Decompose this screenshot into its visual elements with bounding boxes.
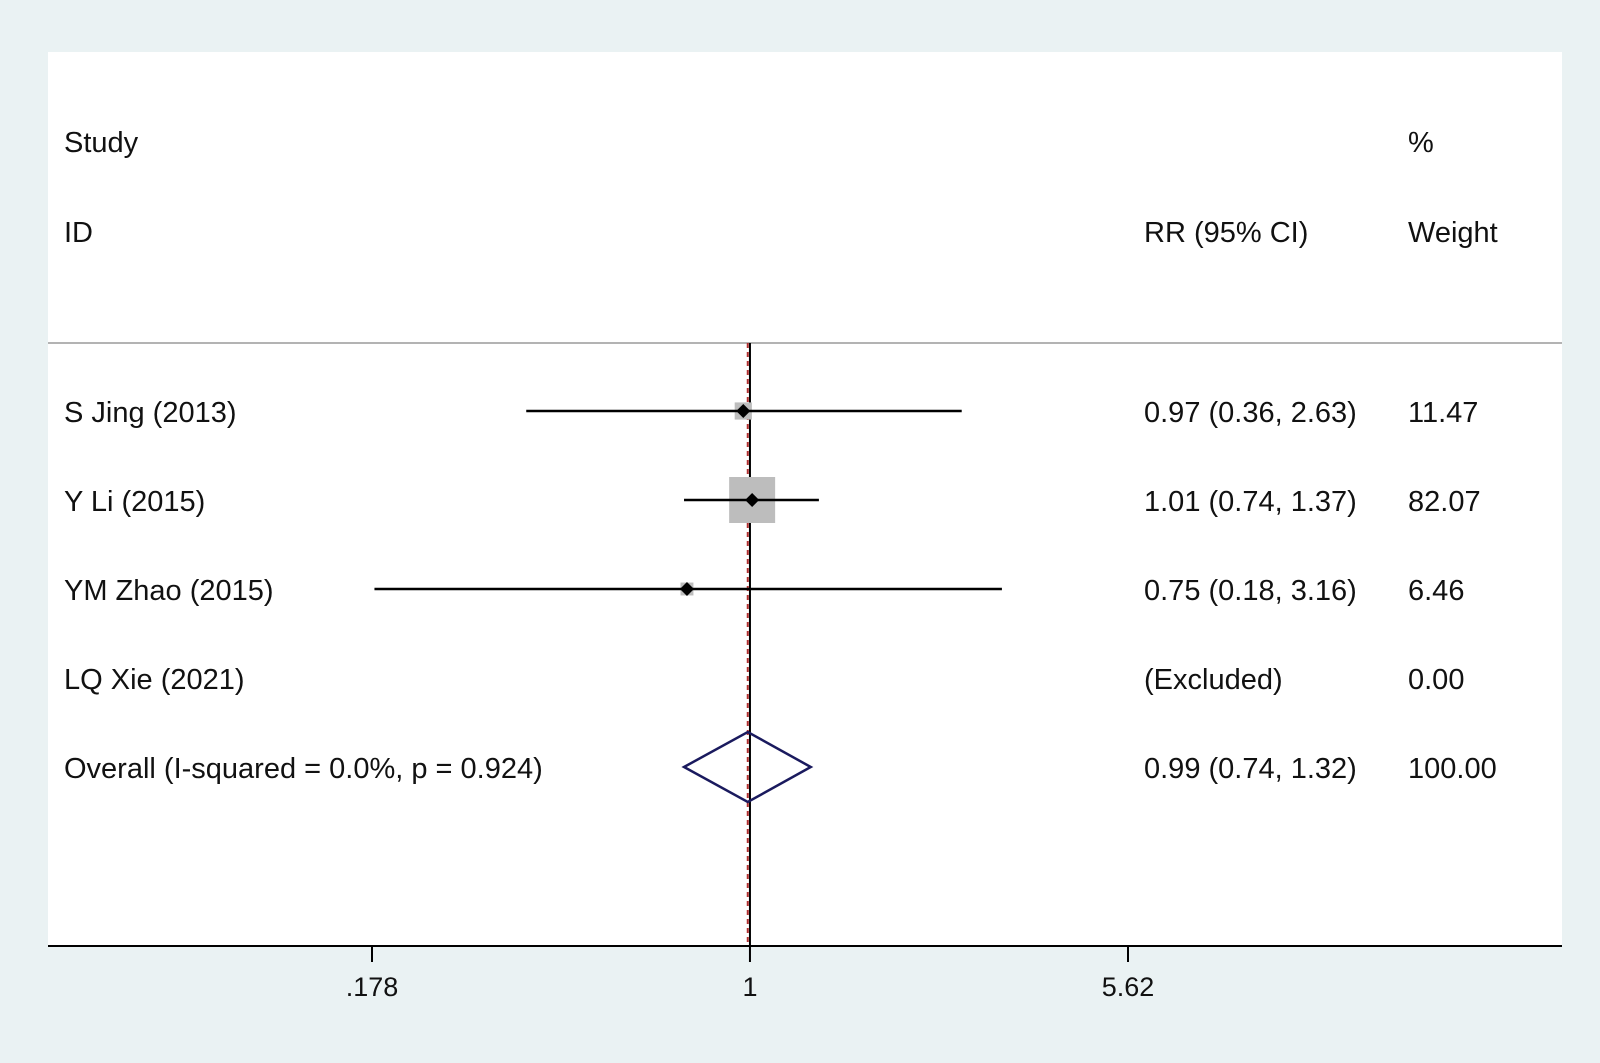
study-ci-text: 0.75 (0.18, 3.16) <box>1144 575 1357 607</box>
study-weight: 82.07 <box>1408 486 1481 518</box>
header-effect: RR (95% CI) <box>1144 217 1308 249</box>
overall-diamond <box>681 730 814 804</box>
study-label: S Jing (2013) <box>64 397 237 429</box>
overall-weight: 100.00 <box>1408 753 1497 785</box>
study-label: YM Zhao (2015) <box>64 575 274 607</box>
x-tick-label: 5.62 <box>1102 972 1155 1002</box>
x-tick-label: .178 <box>346 972 399 1002</box>
study-weight: 6.46 <box>1408 575 1464 607</box>
x-tick-label: 1 <box>742 972 757 1002</box>
study-point-estimate <box>679 582 694 596</box>
x-axis-ticks: .178 1 5.62 <box>346 946 1155 1002</box>
study-point-estimate <box>745 493 760 507</box>
study-ci-text: 1.01 (0.74, 1.37) <box>1144 486 1357 518</box>
header-id: ID <box>64 217 93 249</box>
overall-ci-text: 0.99 (0.74, 1.32) <box>1144 753 1357 785</box>
header-weight: Weight <box>1408 217 1498 249</box>
study-label: Y Li (2015) <box>64 486 205 518</box>
study-ci-text: 0.97 (0.36, 2.63) <box>1144 397 1357 429</box>
study-weight: 0.00 <box>1408 664 1464 696</box>
header-study: Study <box>64 127 139 159</box>
study-ci-text: (Excluded) <box>1144 664 1283 696</box>
overall-label: Overall (I-squared = 0.0%, p = 0.924) <box>64 753 543 785</box>
study-label: LQ Xie (2021) <box>64 664 245 696</box>
study-weight: 11.47 <box>1408 397 1478 429</box>
study-point-estimate <box>736 404 751 418</box>
header-percent: % <box>1408 127 1434 159</box>
plot-marks: S Jing (2013) 0.97 (0.36, 2.63) 11.47 Y Li … <box>64 343 1497 946</box>
